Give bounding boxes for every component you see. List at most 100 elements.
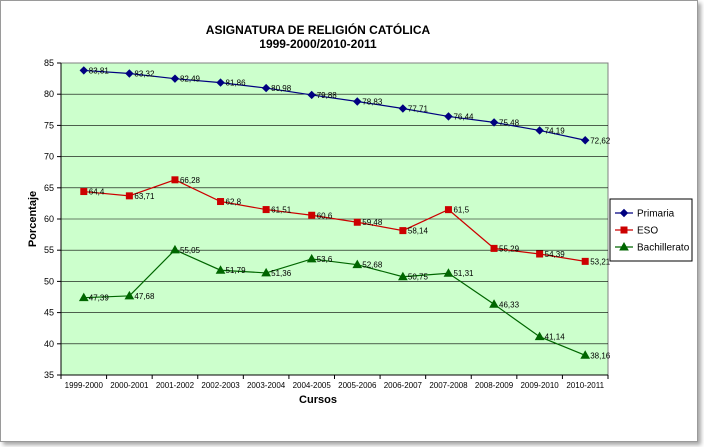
data-label-primaria: 77,71 (408, 104, 429, 113)
x-tick-label: 2003-2004 (247, 381, 286, 390)
data-point-primaria (79, 66, 88, 75)
chart-subtitle: 1999-2000/2010-2011 (259, 37, 377, 51)
data-label-primaria: 76,44 (453, 112, 474, 121)
x-tick-label: 2002-2003 (201, 381, 240, 390)
legend-marker-primaria (619, 208, 629, 218)
x-tick-label: 2007-2008 (429, 381, 468, 390)
data-point-primaria (353, 97, 362, 106)
legend-marker-eso (620, 226, 628, 234)
series-layer: 83,81 83,32 82,49 81,86 80,98 79,88 78,83 77,71… (78, 66, 611, 360)
data-label-primaria: 82,49 (180, 75, 201, 84)
y-tick-label: 75 (44, 120, 54, 130)
data-label-primaria: 83,81 (89, 66, 110, 75)
y-tick-label: 35 (44, 370, 54, 380)
series-line-primaria (83, 69, 586, 141)
data-label-bachillerato: 41,14 (545, 333, 566, 342)
legend-marker-bachillerato (619, 241, 629, 251)
x-tick-label: 2000-2001 (110, 381, 149, 390)
data-point-bachillerato (398, 271, 408, 281)
data-point-primaria (581, 136, 590, 145)
data-label-primaria: 81,86 (226, 79, 247, 88)
data-point-bachillerato (443, 268, 454, 277)
y-tick-label: 65 (44, 183, 54, 193)
data-label-eso: 63,71 (134, 192, 155, 201)
data-label-primaria: 83,32 (134, 69, 155, 78)
y-tick-label: 45 (44, 308, 54, 318)
legend-label-primaria: Primaria (637, 209, 675, 220)
data-label-eso: 61,5 (453, 206, 469, 215)
data-label-primaria: 72,62 (590, 136, 611, 145)
y-tick-label: 80 (44, 89, 54, 99)
data-label-bachillerato: 55,05 (180, 246, 201, 255)
legend-label-bachillerato: Bachillerato (637, 243, 690, 254)
data-label-eso: 62,8 (226, 198, 242, 207)
data-label-eso: 54,39 (545, 250, 566, 259)
data-label-bachillerato: 52,68 (362, 261, 383, 270)
y-tick-label: 40 (44, 339, 54, 349)
data-point-eso (262, 206, 270, 214)
data-label-bachillerato: 51,36 (271, 269, 292, 278)
data-label-bachillerato: 50,75 (408, 273, 429, 282)
data-point-primaria (307, 90, 316, 100)
data-label-bachillerato: 53,6 (317, 255, 333, 264)
data-point-bachillerato (124, 290, 135, 300)
data-label-eso: 55,29 (499, 244, 520, 253)
data-label-eso: 58,14 (408, 227, 429, 236)
data-point-bachillerato (534, 331, 545, 341)
data-point-eso (353, 218, 361, 226)
legend: Primaria ESO Bachillerato (609, 198, 693, 262)
data-point-bachillerato (352, 259, 363, 269)
y-tick-label: 85 (44, 58, 54, 68)
data-point-eso (536, 250, 544, 258)
data-point-bachillerato (489, 299, 499, 308)
data-label-eso: 60,6 (317, 211, 333, 220)
data-label-primaria: 75,48 (499, 118, 520, 127)
data-label-eso: 66,28 (180, 176, 201, 185)
series-line-eso (83, 179, 586, 262)
data-point-primaria (535, 126, 544, 135)
x-tick-label: 2009-2010 (520, 381, 559, 390)
data-label-primaria: 80,98 (271, 84, 292, 93)
y-tick-label: 50 (44, 276, 54, 286)
legend-label-eso: ESO (637, 226, 658, 237)
data-point-eso (581, 257, 589, 265)
data-label-eso: 53,21 (590, 257, 611, 266)
x-tick-label: 2010-2011 (566, 381, 604, 390)
data-point-eso (125, 192, 133, 200)
x-axis-label: Cursos (299, 394, 337, 406)
x-tick-label: 1999-2000 (65, 381, 104, 390)
data-point-bachillerato (306, 253, 317, 263)
y-tick-label: 55 (44, 245, 54, 255)
data-label-eso: 61,51 (271, 206, 292, 215)
data-point-eso (80, 188, 88, 196)
data-point-eso (171, 176, 179, 184)
y-tick-label: 70 (44, 152, 54, 162)
data-point-bachillerato (170, 244, 180, 254)
data-point-primaria (398, 104, 408, 113)
data-point-primaria (170, 74, 180, 83)
data-label-bachillerato: 47,39 (89, 294, 110, 303)
y-axis-ticks: 35 40 45 50 55 60 65 70 75 80 85 (44, 58, 62, 380)
data-label-bachillerato: 51,79 (226, 266, 247, 275)
x-tick-label: 2006-2007 (384, 381, 423, 390)
data-label-eso: 64,4 (89, 188, 105, 197)
data-label-primaria: 79,88 (317, 91, 338, 100)
x-axis-ticks: 1999-2000 2000-2001 2001-2002 2002-2003 2003… (60, 374, 609, 390)
data-point-primaria (489, 118, 499, 127)
data-point-bachillerato (215, 265, 226, 274)
series-primaria: 83,81 83,32 82,49 81,86 80,98 79,88 78,83 77,71… (79, 66, 611, 145)
x-tick-label: 2008-2009 (475, 381, 514, 390)
data-label-bachillerato: 46,33 (499, 300, 520, 309)
y-tick-label: 60 (44, 214, 54, 224)
data-label-bachillerato: 47,68 (134, 292, 155, 301)
series-eso: 64,4 63,71 66,28 62,8 61,51 60,6 59,48 58,14 61,… (80, 176, 611, 266)
data-label-primaria: 78,83 (362, 98, 383, 107)
x-tick-label: 2005-2006 (338, 381, 377, 390)
data-label-bachillerato: 51,31 (453, 269, 474, 278)
data-point-primaria (444, 112, 453, 121)
x-tick-label: 2004-2005 (293, 381, 332, 390)
data-point-primaria (261, 83, 271, 93)
y-axis-label: Porcentaje (27, 191, 39, 247)
data-point-eso (308, 211, 316, 219)
